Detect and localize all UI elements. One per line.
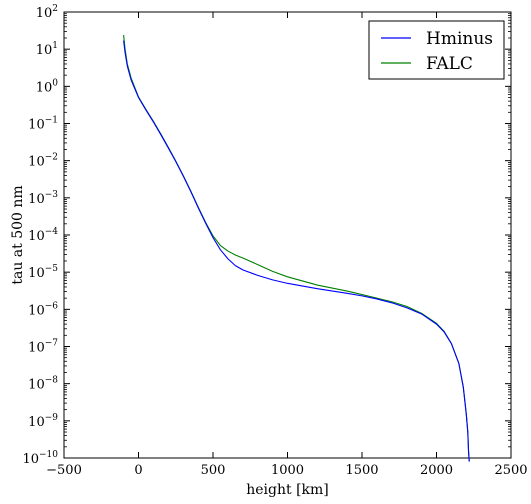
legend-box: [368, 20, 505, 80]
y-tick-label: 102: [36, 4, 58, 21]
series-line-falc: [123, 34, 470, 462]
y-tick-label: 10−7: [28, 339, 58, 356]
x-tick-label: 1000: [271, 463, 304, 478]
x-axis-title: height [km]: [246, 482, 329, 498]
x-tick-label: 500: [201, 463, 226, 478]
x-tick-label: −500: [46, 463, 82, 478]
ticks: [63, 11, 512, 459]
y-tick-label: 10−9: [28, 413, 58, 430]
y-axis-title: tau at 500 nm: [10, 185, 26, 284]
y-tick-label: 101: [36, 41, 58, 58]
y-tick-label: 10−5: [28, 264, 58, 281]
y-tick-label: 100: [36, 78, 59, 95]
y-tick-label: 10−4: [28, 227, 58, 244]
series-line-hminus: [123, 40, 470, 462]
y-tick-label: 10−3: [28, 190, 58, 207]
x-tick-label: 2000: [420, 463, 453, 478]
y-tick-label: 10−8: [28, 376, 58, 393]
x-tick-label: 2500: [494, 463, 527, 478]
x-tick-label: 0: [134, 463, 142, 478]
legend: Hminus FALC: [368, 20, 505, 80]
legend-label-falc: FALC: [426, 54, 473, 74]
tick-labels: −500 0 500 1000 1500 2000 2500 10−10 10−9 10−8 10−…: [22, 4, 527, 478]
series-lines: [123, 34, 470, 462]
legend-label-hminus: Hminus: [426, 29, 493, 49]
y-tick-label: 10−6: [28, 301, 58, 318]
y-tick-label: 10−1: [28, 116, 58, 133]
x-tick-label: 1500: [345, 463, 378, 478]
y-tick-label: 10−2: [28, 153, 58, 170]
y-tick-label: 10−10: [22, 450, 58, 467]
